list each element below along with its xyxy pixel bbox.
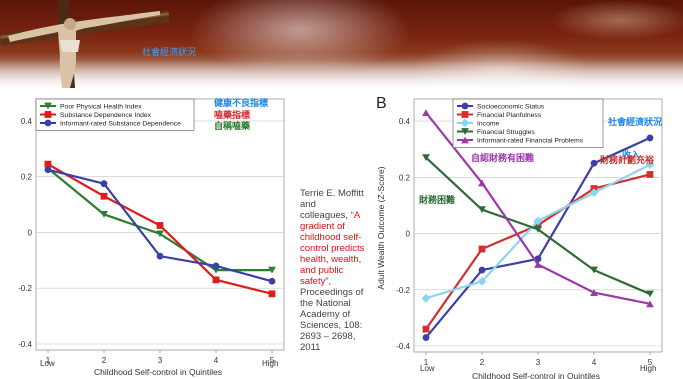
x-axis-label: Childhood Self-control in Quintiles [94,367,222,377]
data-point [44,160,52,168]
y-tick-label: 0 [28,228,33,237]
x-tick-label: 5 [648,358,653,367]
legend-box [35,98,195,131]
banner-fade [0,60,683,90]
data-point [212,262,220,270]
data-point [477,276,487,286]
data-point [534,261,542,268]
chart-physical-health: 0.4 0.2 0 -0.2 -0.4 1 2 3 4 5 Poor Physical Heal… [0,88,295,379]
chinese-annotation: 財務困難 [418,194,455,206]
legend-entry: Poor Physical Health Index [60,104,142,111]
data-point [100,192,108,200]
y-tick-label: 0.4 [21,117,33,126]
data-point [646,134,654,142]
data-point [268,266,276,274]
data-point [268,290,276,298]
x-axis-end-label-low: Low [420,364,435,373]
legend-swatch-marker [44,102,52,110]
y-tick-label: 0 [406,230,411,239]
chinese-annotation: 收入 [622,149,640,161]
data-point [100,180,108,188]
legend-entry: Financial Planfulness [477,112,542,119]
y-tick-label: -0.2 [18,284,32,293]
legend-swatch-marker [461,111,469,118]
y-tick-label: -0.4 [18,340,32,349]
data-point [533,216,543,226]
data-point [590,159,598,167]
data-point [646,300,654,308]
chinese-annotation: 財務計劃充裕 [599,154,654,166]
data-point [156,252,164,260]
x-tick-label: 4 [214,356,219,365]
x-tick-label: 2 [480,358,485,367]
x-axis-label: Childhood Self-control in Quintiles [472,371,600,379]
legend-swatch-marker [44,119,52,127]
data-point [478,266,486,274]
legend-swatch-marker [44,111,52,118]
y-tick-label: -0.2 [396,286,410,295]
chinese-annotation: 自認財務有困難 [471,152,534,164]
legend-entry: Socioeconomic Status [477,104,545,111]
x-tick-label: 5 [270,356,275,365]
y-tick-label: 0.2 [399,173,411,182]
x-axis-end-label-high: High [262,359,278,368]
data-point [422,325,430,333]
legend-swatch-marker [461,128,469,135]
data-point [268,277,276,285]
data-point [590,266,598,274]
data-point [422,154,430,162]
y-tick-label: 0.2 [21,173,33,182]
citation-author: Terrie E. Moffitt and colleagues, [300,188,364,221]
data-point [478,206,486,214]
citation-title: “A gradient of childhood self-control pr… [300,210,365,287]
legend-entry: Substance Dependence Index [60,112,152,119]
x-tick-label: 1 [46,356,51,365]
data-point [645,160,655,170]
data-point [478,245,486,253]
data-point [589,188,599,198]
data-point [534,225,542,233]
citation-block: Terrie E. Moffitt and colleagues, “A gra… [300,188,366,353]
x-tick-label: 3 [158,356,163,365]
data-point [422,334,430,341]
data-point [422,109,430,117]
data-point [156,230,164,238]
data-point [44,166,52,174]
chinese-annotation: 社會經濟狀況 [607,116,662,128]
legend-entry: Financial Struggles [477,129,535,136]
data-point [100,210,108,218]
y-tick-label: -0.4 [396,342,410,351]
legend-entry: Informant-rated Substance Dependence [60,121,181,128]
x-tick-label: 3 [536,358,541,367]
data-point [212,276,220,284]
chinese-annotation: 嗑藥指標 [214,109,250,121]
slide-title: 社會經濟狀況 [142,47,197,57]
chinese-annotation: 健康不良指標 [214,97,268,109]
panel-label: B [376,95,387,112]
crucifix-image [0,0,170,90]
x-tick-label: 4 [592,358,597,367]
data-point [156,222,164,229]
legend-swatch-marker [461,136,469,144]
chart-wealth-outcome: B 0.4 0.2 0 -0.2 -0.4 1 2 3 4 5 Socioeconomic St… [370,88,683,379]
x-axis-end-label-high: High [640,364,656,373]
legend-entry: Informant-rated Financial Problems [477,138,584,145]
y-tick-label: 0.4 [399,117,411,126]
data-point [590,289,598,296]
citation-source: Proceedings of the National Academy of S… [300,287,364,353]
data-point [646,290,654,298]
legend-entry: Income [477,121,500,128]
legend-box [452,98,604,148]
x-tick-label: 1 [424,358,429,367]
chinese-annotation: 自稱嗑藥 [214,120,251,132]
x-axis-end-label-low: Low [40,359,55,368]
x-tick-label: 2 [102,356,107,365]
data-point [646,171,654,178]
y-axis-label: Adult Wealth Outcome (Z-Score) [376,166,386,289]
data-point [478,179,486,187]
legend-swatch-marker [461,102,469,110]
